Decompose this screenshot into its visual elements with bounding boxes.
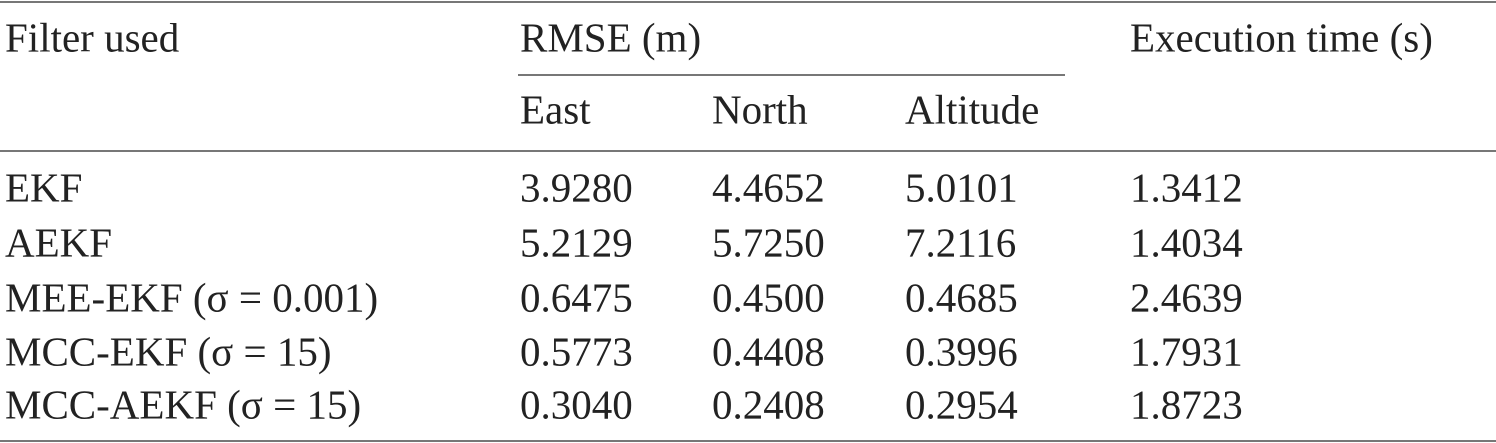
data-cell: 1.4034 — [1130, 219, 1243, 266]
data-cell: 0.3996 — [905, 328, 1018, 375]
bottom-rule — [0, 440, 1496, 442]
header-cell: East — [520, 86, 591, 133]
data-cell: 4.4652 — [712, 164, 825, 211]
data-cell: 2.4639 — [1130, 274, 1243, 321]
header-cell: North — [712, 86, 808, 133]
header-cell: RMSE (m) — [520, 14, 702, 61]
data-cell: 5.0101 — [905, 164, 1018, 211]
data-cell: 0.2408 — [712, 381, 825, 428]
data-cell: 0.4685 — [905, 274, 1018, 321]
data-cell: 7.2116 — [905, 219, 1017, 266]
row-label: AEKF — [5, 219, 113, 266]
data-cell: 3.9280 — [520, 164, 633, 211]
data-cell: 5.2129 — [520, 219, 633, 266]
row-label: MCC-AEKF (σ = 15) — [5, 381, 362, 428]
data-cell: 0.2954 — [905, 381, 1018, 428]
header-rule — [0, 150, 1496, 152]
data-cell: 1.7931 — [1130, 328, 1243, 375]
row-label: MCC-EKF (σ = 15) — [5, 328, 332, 375]
header-cell: Filter used — [5, 14, 180, 61]
data-cell: 1.8723 — [1130, 381, 1243, 428]
data-cell: 0.4408 — [712, 328, 825, 375]
row-label: MEE-EKF (σ = 0.001) — [5, 274, 379, 321]
header-cell: Altitude — [905, 86, 1040, 133]
top-rule — [0, 1, 1496, 3]
data-cell: 1.3412 — [1130, 164, 1243, 211]
header-cell: Execution time (s) — [1130, 14, 1433, 61]
data-cell: 0.6475 — [520, 274, 633, 321]
data-cell: 0.3040 — [520, 381, 633, 428]
data-cell: 5.7250 — [712, 219, 825, 266]
row-label: EKF — [5, 164, 83, 211]
data-cell: 0.4500 — [712, 274, 825, 321]
data-cell: 0.5773 — [520, 328, 633, 375]
group-rule — [518, 74, 1065, 76]
